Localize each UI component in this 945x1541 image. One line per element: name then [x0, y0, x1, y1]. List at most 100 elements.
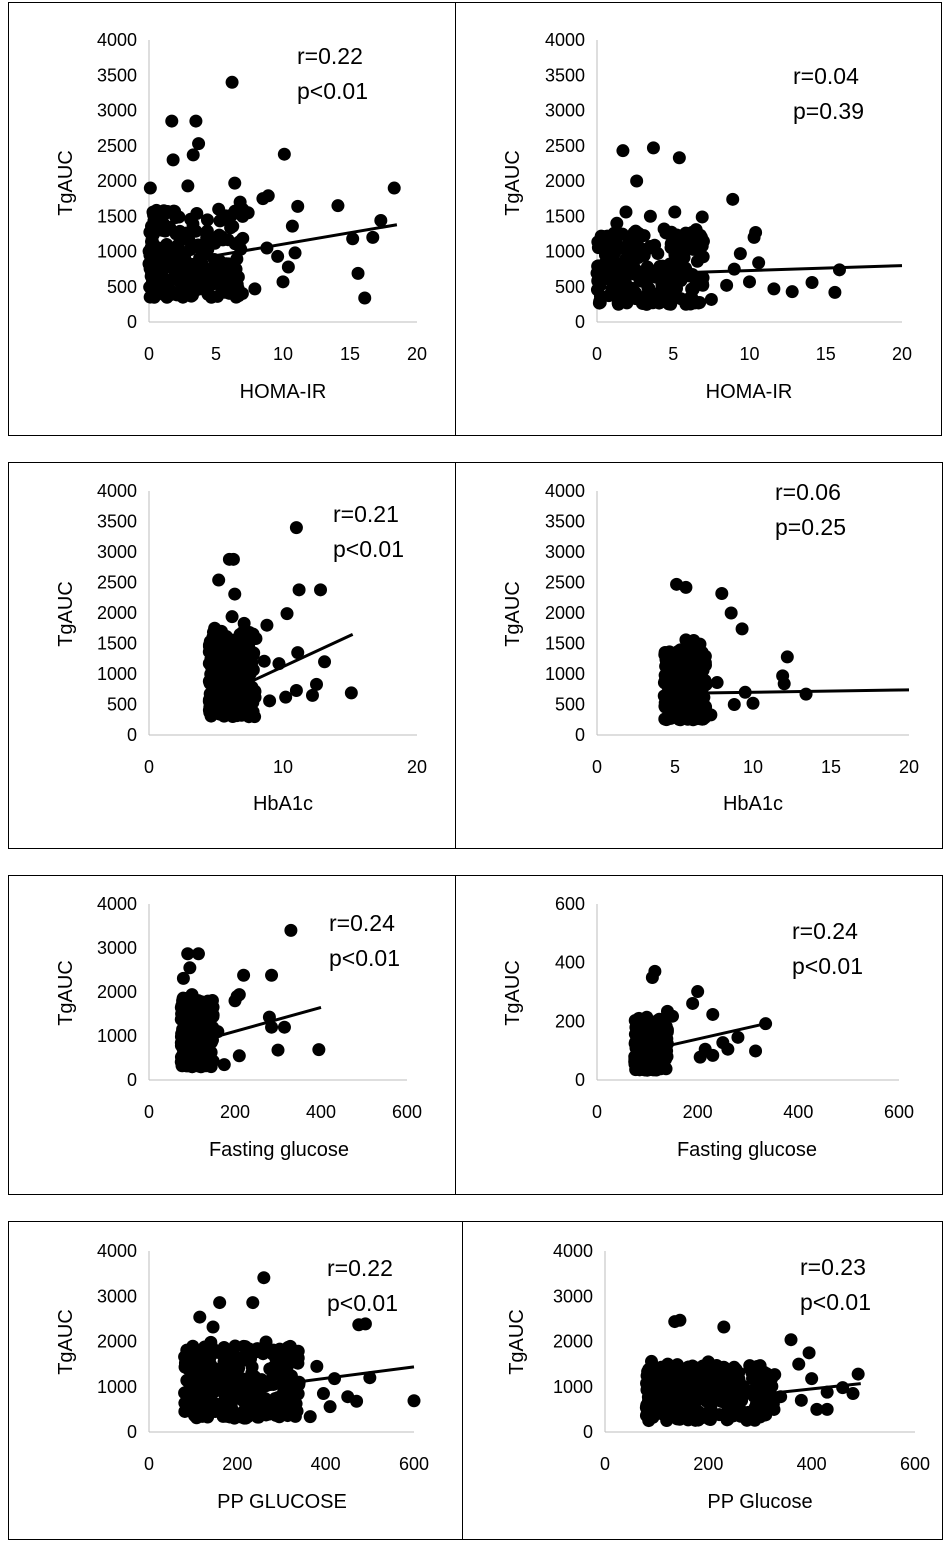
panel-8: 0 1000 2000 3000 4000 0 200 400 600 PP Glucose TgA… [462, 1221, 943, 1540]
data-point [672, 151, 686, 165]
data-point [215, 272, 229, 286]
data-point [344, 686, 358, 700]
data-point [312, 1043, 326, 1057]
data-point [610, 216, 624, 230]
data-point [640, 1383, 654, 1397]
data-point [228, 587, 242, 601]
data-point [259, 1398, 273, 1412]
x-tick-label: 400 [306, 1102, 336, 1122]
y-tick-label: 0 [583, 1422, 593, 1442]
scatter-chart-5: 0 1000 2000 3000 4000 0 200 400 600 Fasting gluco… [55, 894, 422, 1161]
y-tick-label: 2000 [97, 603, 137, 623]
data-point [613, 289, 627, 303]
x-tick-label: 0 [144, 757, 154, 777]
data-point [200, 1354, 214, 1368]
y-tick-label: 0 [127, 725, 137, 745]
data-point [684, 675, 698, 689]
data-point [197, 237, 211, 251]
y-tick-label: 4000 [97, 894, 137, 914]
data-point [689, 223, 703, 237]
data-point [271, 1043, 285, 1057]
data-point [780, 650, 794, 664]
trend-line [667, 688, 910, 696]
data-point [284, 923, 298, 937]
data-point [235, 1380, 249, 1394]
data-point [218, 285, 232, 299]
data-point [640, 297, 654, 311]
y-tick-label: 3000 [545, 542, 585, 562]
data-point [246, 648, 260, 662]
y-tick-label: 500 [555, 695, 585, 715]
data-point [794, 1393, 808, 1407]
data-point [666, 1009, 679, 1023]
data-point [277, 147, 291, 161]
data-point [143, 290, 157, 304]
y-axis-label: TgAUC [502, 581, 524, 647]
y-tick-label: 3000 [553, 1286, 593, 1306]
data-point [693, 1050, 707, 1064]
y-axis-label: TgAUC [55, 581, 77, 647]
stats-label-6: r=0.24 p<0.01 [792, 914, 863, 984]
data-point [657, 261, 671, 275]
data-point [216, 1377, 230, 1391]
x-axis-label: HOMA-IR [240, 381, 327, 403]
stats-label-1: r=0.22 p<0.01 [297, 39, 368, 109]
data-point [351, 266, 365, 280]
data-point [245, 1366, 259, 1380]
trend-line [182, 1005, 322, 1048]
data-point [805, 276, 819, 290]
y-tick-label: 1000 [97, 242, 137, 262]
y-tick-label: 4000 [545, 481, 585, 501]
panel-5: 0 1000 2000 3000 4000 0 200 400 600 Fasting gluco… [8, 875, 457, 1195]
data-point [244, 695, 258, 709]
y-tick-label: 0 [127, 312, 137, 332]
data-point [288, 246, 302, 260]
data-point [281, 260, 295, 274]
trend-line [184, 1365, 415, 1399]
data-point [618, 260, 632, 274]
data-point [276, 1386, 290, 1400]
data-point [704, 708, 718, 722]
data-point [706, 1007, 720, 1021]
data-point [291, 1344, 305, 1358]
y-tick-label: 2000 [545, 603, 585, 623]
y-tick-label: 4000 [97, 481, 137, 501]
data-point [777, 677, 791, 691]
x-tick-label: 20 [407, 757, 427, 777]
data-point [656, 1407, 670, 1421]
panel-6: 0 200 400 600 0 200 400 600 Fasting glucose TgAUC… [455, 875, 943, 1195]
x-tick-label: 10 [273, 344, 293, 364]
data-point [316, 1387, 330, 1401]
stat-p-1: p<0.01 [297, 78, 368, 104]
data-point [195, 1409, 209, 1423]
panel-2: 0 500 1000 1500 2000 2500 3000 3500 4000 0 5 10 15 20… [455, 2, 942, 436]
data-point [219, 1349, 233, 1363]
data-point [799, 687, 813, 701]
y-tick-label: 500 [107, 695, 137, 715]
data-point [166, 153, 180, 167]
panel-1: 0 500 1000 1500 2000 2500 3000 3500 4000 0 5 10 15 20… [8, 2, 457, 436]
data-point [210, 230, 224, 244]
data-point [593, 294, 607, 308]
data-point [358, 291, 372, 305]
data-point [672, 699, 686, 713]
data-point [192, 1023, 206, 1037]
data-point [233, 668, 247, 682]
data-point [746, 1371, 760, 1385]
data-point [225, 610, 239, 624]
x-tick-label: 20 [899, 757, 919, 777]
y-tick-label: 1000 [545, 242, 585, 262]
x-axis-label: PP GLUCOSE [217, 1491, 347, 1513]
data-point [208, 621, 222, 635]
x-tick-label: 5 [211, 344, 221, 364]
x-tick-label: 5 [670, 757, 680, 777]
data-point [190, 1369, 204, 1383]
y-tick-label: 0 [575, 312, 585, 332]
data-point [259, 1335, 273, 1349]
x-axis-label: HbA1c [253, 793, 313, 815]
y-tick-label: 1000 [97, 1026, 137, 1046]
data-point [645, 1062, 659, 1076]
data-point [200, 213, 214, 227]
data-point [721, 1042, 735, 1056]
data-point [331, 199, 345, 213]
